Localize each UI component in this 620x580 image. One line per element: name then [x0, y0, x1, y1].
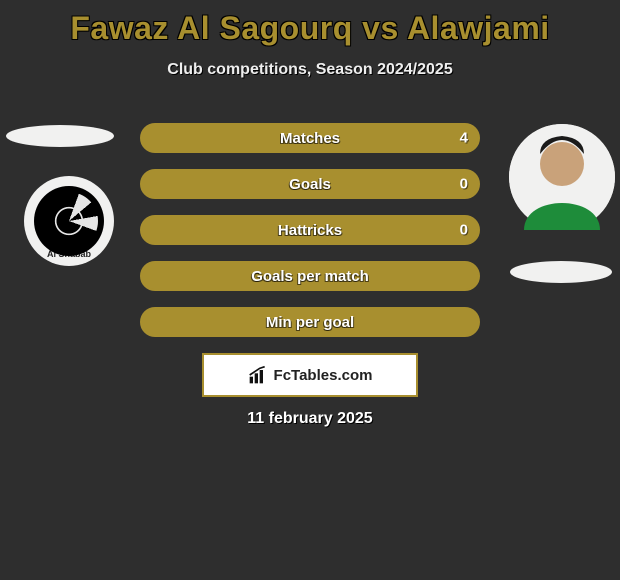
stat-row: Matches 4 [140, 123, 480, 153]
stat-row: Hattricks 0 [140, 215, 480, 245]
page-subtitle: Club competitions, Season 2024/2025 [0, 61, 620, 79]
stat-row: Goals 0 [140, 169, 480, 199]
bar-chart-icon [248, 365, 268, 385]
club-right-oval [510, 261, 612, 283]
stat-right-value: 4 [460, 130, 468, 147]
stat-label: Goals per match [251, 268, 369, 285]
stat-right-value: 0 [460, 176, 468, 193]
page-title: Fawaz Al Sagourq vs Alawjami [0, 0, 620, 47]
stat-right-value: 0 [460, 222, 468, 239]
stat-label: Matches [280, 130, 340, 147]
source-badge[interactable]: FcTables.com [202, 353, 418, 397]
page-date: 11 february 2025 [0, 410, 620, 428]
club-logo-icon [34, 186, 104, 256]
source-badge-text: FcTables.com [274, 367, 373, 384]
club-left-logo: Al Shabab [24, 176, 114, 266]
player-right-photo [509, 124, 615, 230]
stats-list: Matches 4 Goals 0 Hattricks 0 Goals per … [140, 123, 480, 353]
player-left-oval [6, 125, 114, 147]
stat-row: Min per goal [140, 307, 480, 337]
stat-label: Goals [289, 176, 331, 193]
stat-row: Goals per match [140, 261, 480, 291]
avatar-icon [509, 124, 615, 230]
stat-label: Min per goal [266, 314, 354, 331]
stat-label: Hattricks [278, 222, 342, 239]
